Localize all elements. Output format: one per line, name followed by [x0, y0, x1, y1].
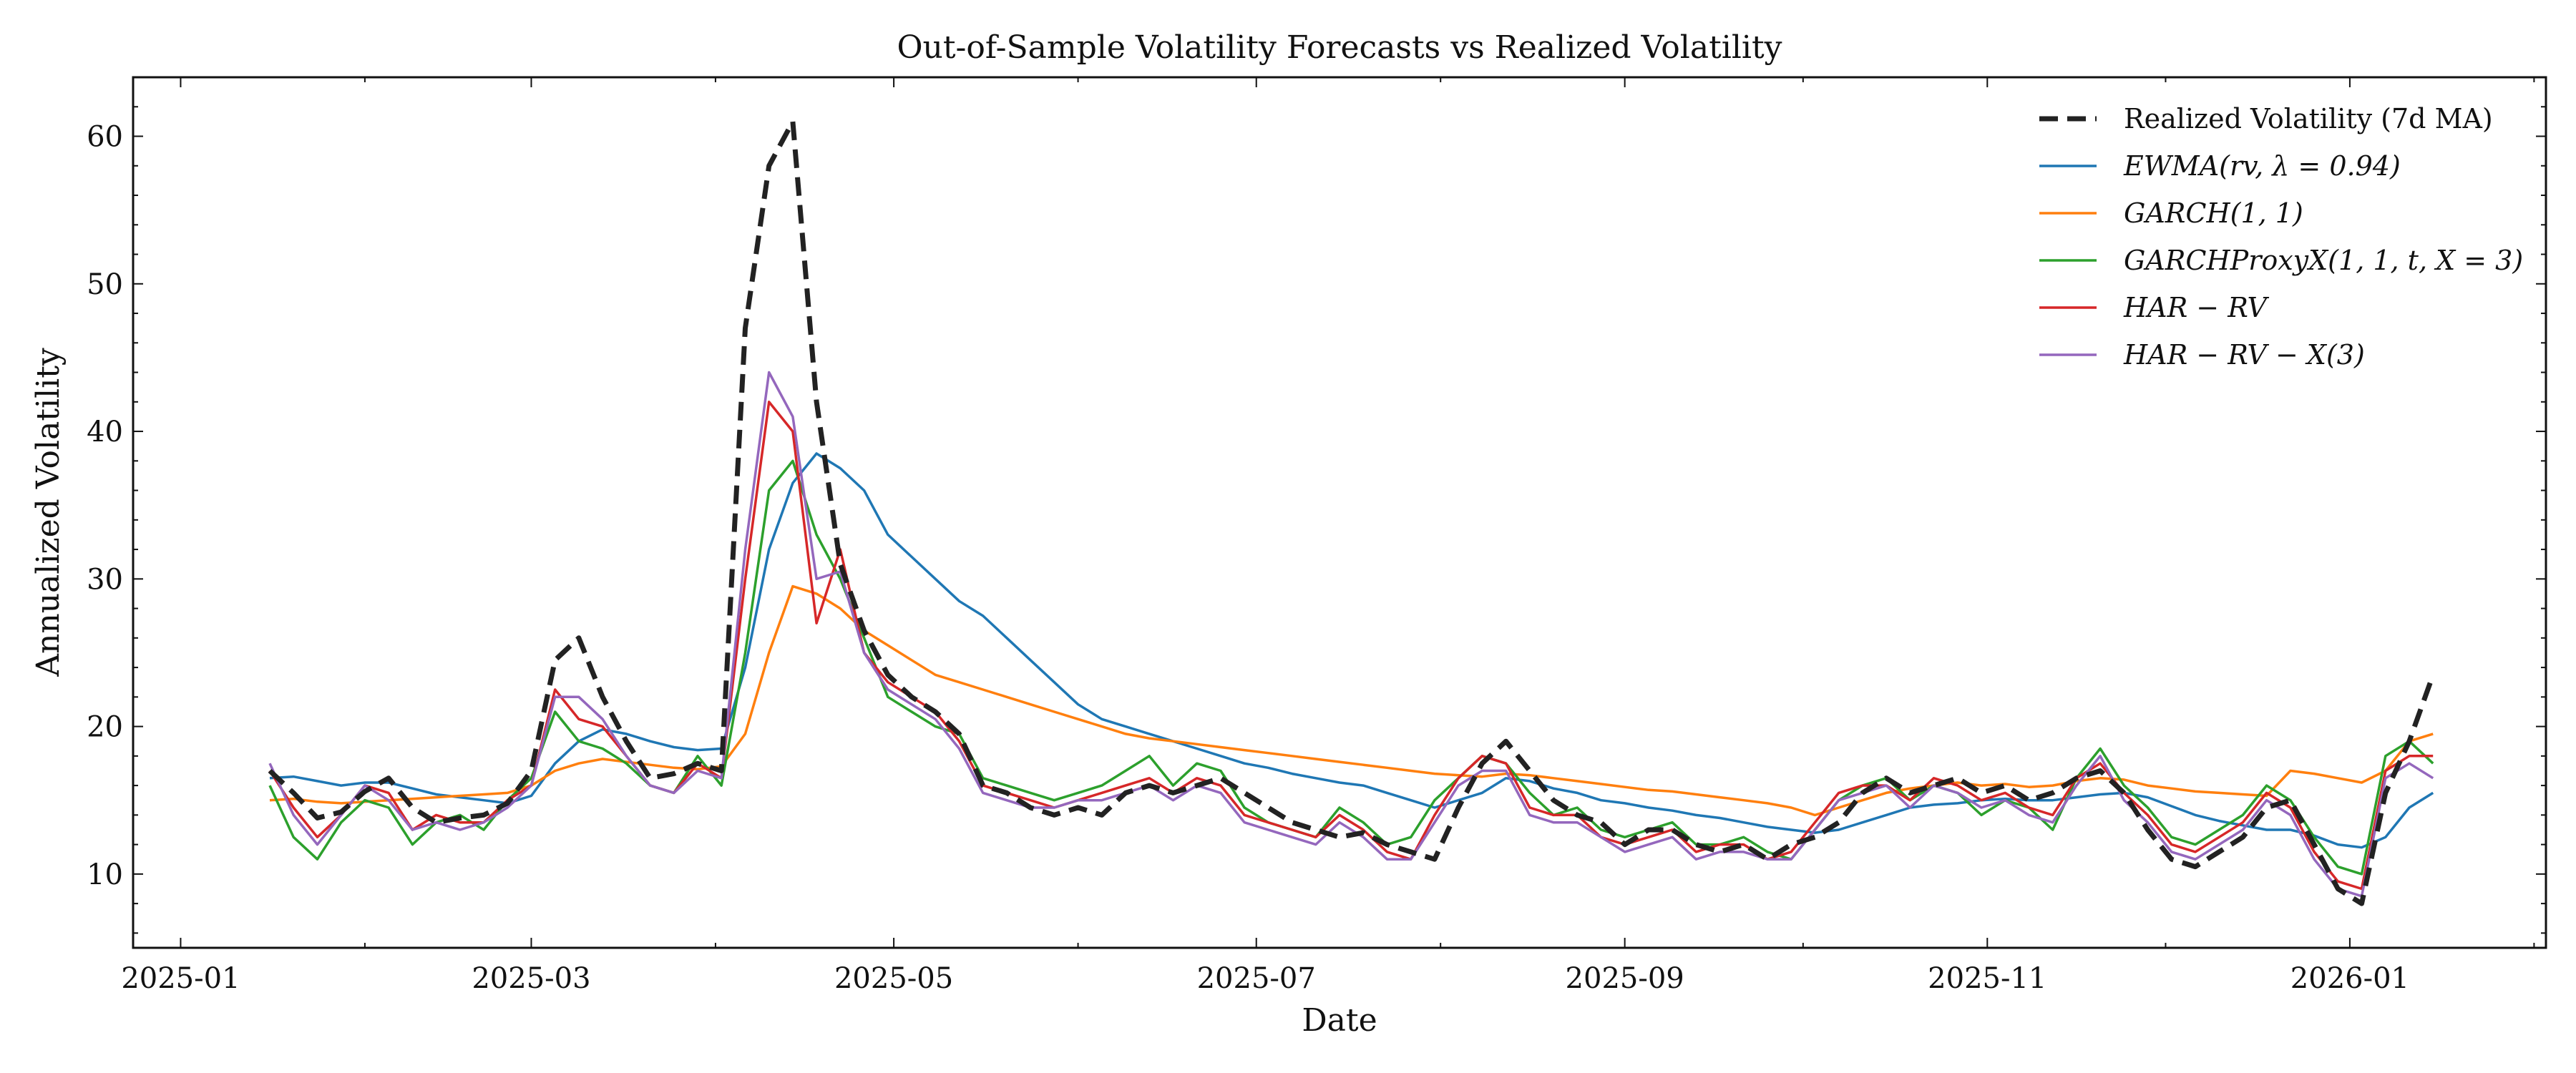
y-axis-label: Annualized Volatility — [30, 348, 67, 677]
x-tick-label: 2025-11 — [1928, 962, 2046, 995]
axis-ticks: 10 20 30 40 50 60 2025-01 2025-03 2025-05 2025-07… — [87, 77, 2546, 995]
series-line-0 — [268, 119, 2436, 906]
chart-title: Out-of-Sample Volatility Forecasts vs Re… — [897, 29, 1782, 66]
x-tick-label: 2025-03 — [472, 962, 590, 995]
y-tick-label: 30 — [87, 563, 123, 596]
legend-label: GARCHProxyX(1, 1, t, X = 3) — [2124, 245, 2523, 276]
legend-label: GARCH(1, 1) — [2124, 197, 2303, 229]
x-tick-label: 2025-09 — [1566, 962, 1684, 995]
y-tick-label: 50 — [87, 268, 123, 301]
x-tick-label: 2025-07 — [1197, 962, 1316, 995]
series-line-3 — [268, 459, 2434, 876]
x-tick-label: 2025-01 — [121, 962, 240, 995]
y-tick-label: 20 — [87, 711, 123, 744]
y-tick-label: 10 — [87, 858, 123, 891]
y-tick-label: 40 — [87, 416, 123, 449]
series-line-5 — [268, 371, 2434, 898]
y-tick-label: 60 — [87, 121, 123, 154]
legend-label: Realized Volatility (7d MA) — [2124, 103, 2493, 134]
x-tick-label: 2026-01 — [2290, 962, 2409, 995]
series-line-1 — [269, 452, 2434, 849]
plot-frame — [132, 76, 2547, 949]
legend-label: HAR − RV − X(3) — [2123, 339, 2365, 371]
x-axis-label: Date — [1302, 1002, 1377, 1039]
legend-label: HAR − RV — [2123, 292, 2269, 323]
series-lines — [268, 119, 2436, 906]
legend-label: EWMA(rv, λ = 0.94) — [2123, 150, 2401, 182]
legend: Realized Volatility (7d MA) EWMA(rv, λ = … — [2039, 103, 2523, 371]
x-tick-label: 2025-05 — [834, 962, 953, 995]
